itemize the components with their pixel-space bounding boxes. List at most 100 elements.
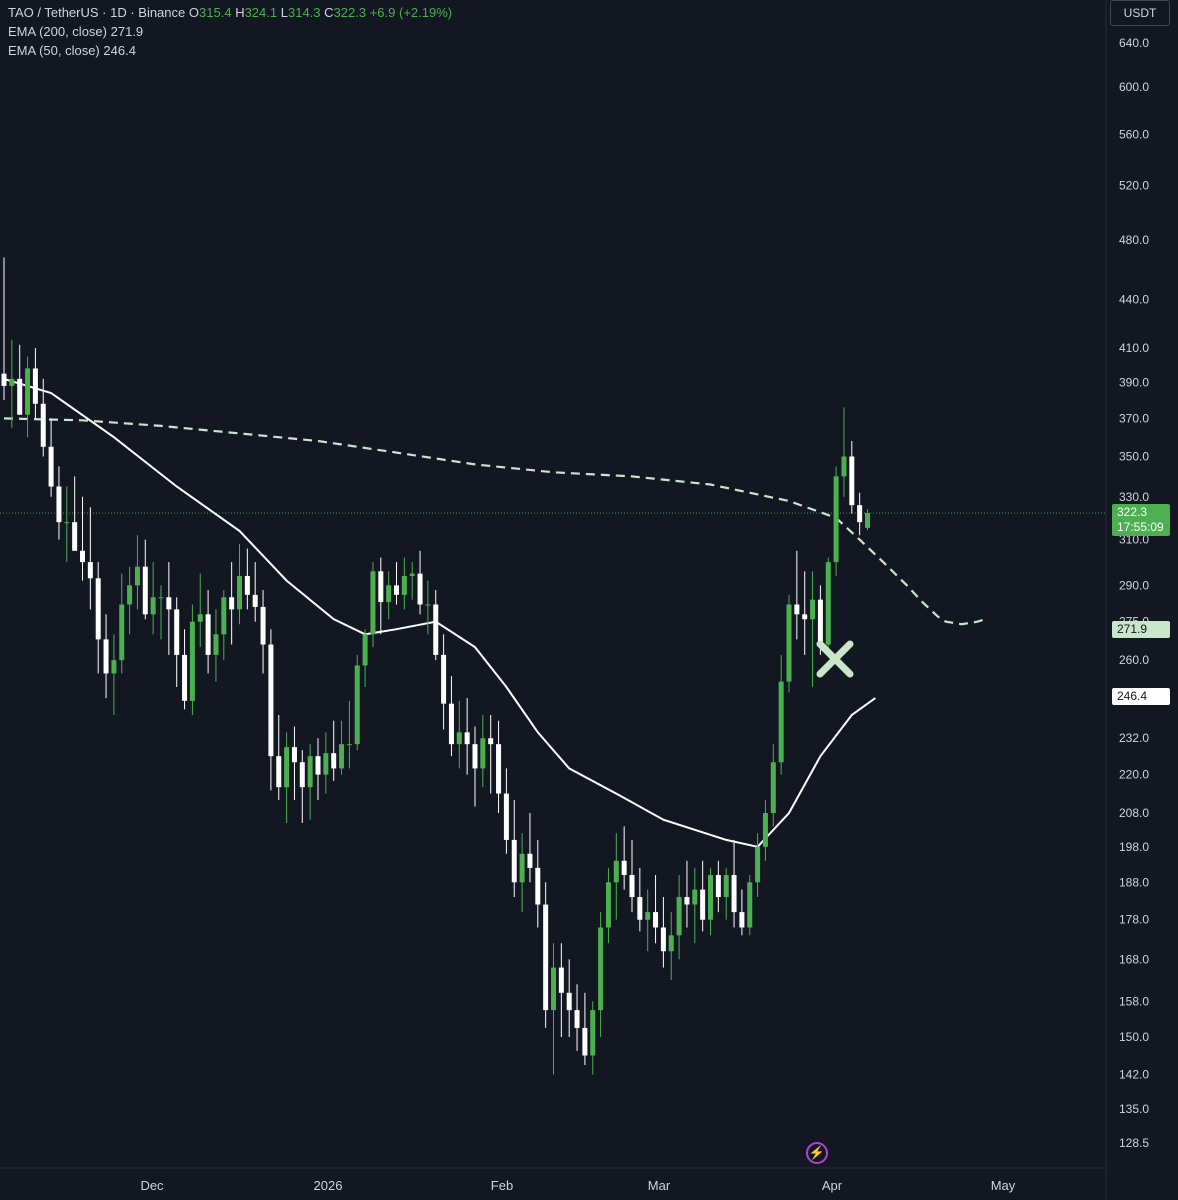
candle-body <box>166 597 172 610</box>
candle-body <box>496 744 502 794</box>
candle-body <box>747 882 753 928</box>
y-tick-label: 168.0 <box>1119 952 1149 966</box>
candle-body <box>841 456 847 477</box>
candle-body <box>566 992 572 1011</box>
candle-body <box>762 813 768 847</box>
candle-body <box>503 793 509 840</box>
candle-body <box>103 639 109 674</box>
candle-body <box>229 597 235 610</box>
candle-body <box>770 762 776 814</box>
y-tick-label: 600.0 <box>1119 80 1149 94</box>
ema50-row[interactable]: EMA (50, close) 246.4 <box>8 41 452 60</box>
ema200-line <box>3 417 986 626</box>
candle-body <box>755 846 761 883</box>
bar-countdown: 17:55:09 <box>1117 520 1164 534</box>
ema200-price-tag: 271.9 <box>1112 621 1170 638</box>
candle-body <box>386 585 392 603</box>
candle-body <box>590 1010 596 1056</box>
ema50-price-tag: 246.4 <box>1112 688 1170 705</box>
y-tick-label: 440.0 <box>1119 293 1149 307</box>
candle-body <box>9 378 15 386</box>
candle-body <box>668 935 674 952</box>
ema200-row[interactable]: EMA (200, close) 271.9 <box>8 22 452 41</box>
y-tick-label: 480.0 <box>1119 233 1149 247</box>
candle-body <box>692 889 698 905</box>
candle-body <box>543 904 549 1011</box>
candle-body <box>237 575 242 610</box>
candle-body <box>574 1010 580 1028</box>
candle-body <box>142 566 148 615</box>
candle-body <box>810 599 816 620</box>
candle-body <box>794 604 800 615</box>
currency-button[interactable]: USDT <box>1110 0 1170 26</box>
candle-body <box>378 571 384 603</box>
y-tick-label: 188.0 <box>1119 875 1149 889</box>
candle-body <box>731 875 737 913</box>
candle-body <box>621 860 627 876</box>
low-label: L <box>280 5 288 20</box>
candle-body <box>535 867 541 905</box>
candle-body <box>409 573 415 576</box>
candle-body <box>723 875 729 898</box>
y-tick-label: 390.0 <box>1119 375 1149 389</box>
candle-body <box>637 897 643 920</box>
close-label: C <box>324 5 334 20</box>
y-tick-label: 330.0 <box>1119 490 1149 504</box>
close-x-icon[interactable] <box>812 636 858 682</box>
last-price-value: 322.3 <box>1117 505 1148 519</box>
candle-body <box>362 634 368 666</box>
y-tick-label: 198.0 <box>1119 840 1149 854</box>
candle-body <box>111 660 117 674</box>
last-price-tag: 322.3 17:55:09 <box>1112 504 1170 536</box>
candle-body <box>189 621 195 701</box>
candle-body <box>40 403 46 447</box>
y-tick-label: 310.0 <box>1119 533 1149 547</box>
candle-body <box>127 585 133 605</box>
candle-body <box>87 562 93 579</box>
candle-body <box>629 875 635 898</box>
candle-body <box>25 368 31 415</box>
candle-body <box>558 967 564 993</box>
candle-body <box>653 912 659 928</box>
candle-body <box>95 578 101 640</box>
candle-body <box>394 585 399 595</box>
x-tick-label: Mar <box>648 1178 671 1193</box>
candle-body <box>660 927 666 952</box>
candle-body <box>72 522 78 551</box>
candle-body <box>244 575 250 595</box>
candle-body <box>56 486 62 523</box>
candle-body <box>252 594 258 607</box>
candle-body <box>48 446 54 487</box>
y-tick-label: 150.0 <box>1119 1030 1149 1044</box>
y-tick-label: 520.0 <box>1119 178 1149 192</box>
candle-body <box>1 373 7 386</box>
candle-body <box>276 756 282 788</box>
candle-body <box>425 604 431 606</box>
candle-body <box>17 378 23 415</box>
open-value: 315.4 <box>199 5 232 20</box>
candle-body <box>370 571 376 635</box>
ema50-label: EMA (50, close) <box>8 43 100 58</box>
symbol-label[interactable]: TAO / TetherUS · 1D · Binance <box>8 5 186 20</box>
candle-body <box>441 654 447 704</box>
candle-body <box>833 476 839 563</box>
candle-body <box>825 562 831 645</box>
candle-body <box>331 753 337 769</box>
candle-body <box>551 967 556 1011</box>
close-value: 322.3 <box>333 5 367 20</box>
candle-body <box>158 597 164 599</box>
candle-body <box>786 604 792 682</box>
y-tick-label: 640.0 <box>1119 36 1149 50</box>
candle-body <box>197 614 203 622</box>
y-tick-label: 158.0 <box>1119 994 1149 1008</box>
y-tick-label: 370.0 <box>1119 411 1149 425</box>
candle-body <box>150 597 156 615</box>
x-tick-label: Apr <box>822 1178 843 1193</box>
y-tick-label: 135.0 <box>1119 1102 1149 1116</box>
candle-body <box>354 665 360 745</box>
y-tick-label: 260.0 <box>1119 653 1149 667</box>
candle-body <box>700 889 706 920</box>
candle-body <box>174 609 180 655</box>
lightning-icon[interactable]: ⚡ <box>806 1142 828 1164</box>
